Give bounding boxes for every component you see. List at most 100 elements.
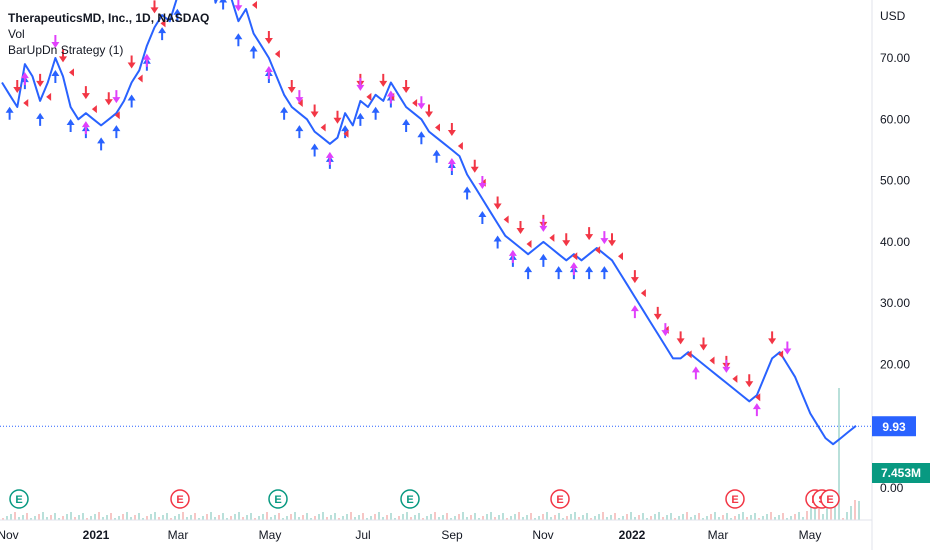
volume-bar: [18, 517, 20, 520]
volume-bar: [442, 515, 444, 520]
volume-bar: [730, 518, 732, 520]
y-tick-label: 30.00: [880, 296, 910, 310]
volume-bar: [770, 512, 772, 520]
volume-bar: [138, 513, 140, 520]
volume-bar: [498, 515, 500, 520]
volume-bar: [590, 518, 592, 520]
strategy-legend[interactable]: BarUpDn Strategy (1): [8, 43, 124, 57]
volume-bar: [698, 513, 700, 520]
volume-bar: [342, 516, 344, 520]
down-arrow-icon: [287, 80, 296, 94]
last-price-label: 9.93: [882, 420, 906, 434]
down-arrow-icon: [608, 233, 616, 247]
y-tick-label: 20.00: [880, 358, 910, 372]
symbol-title[interactable]: TherapeuticsMD, Inc., 1D, NASDAQ: [8, 11, 210, 25]
price-axis[interactable]: USD 70.00 60.00 50.00 40.00 30.00 20.00 0.00: [871, 0, 910, 550]
up-arrow-icon: [5, 106, 14, 120]
volume-legend[interactable]: Vol: [8, 27, 25, 41]
up-arrow-icon: [36, 112, 45, 126]
volume-bar: [570, 514, 572, 520]
volume-bar: [38, 514, 40, 520]
volume-bar: [830, 509, 832, 520]
volume-bar: [822, 514, 824, 520]
down-arrow-icon: [653, 306, 662, 320]
volume-bar: [482, 516, 484, 520]
up-arrow-icon: [585, 266, 594, 280]
down-arrow-icon: [562, 233, 571, 247]
volume-bar: [270, 517, 272, 520]
earnings-badge-icon: [725, 489, 745, 509]
down-arrow-icon: [310, 104, 319, 118]
up-arrow-icon: [524, 266, 533, 280]
volume-bar: [606, 517, 608, 520]
volume-bar: [318, 514, 320, 520]
volume-bar: [454, 516, 456, 520]
volume-bar: [694, 515, 696, 520]
volume-bar: [666, 515, 668, 520]
up-arrow-icon: [386, 90, 395, 104]
volume-bar: [742, 512, 744, 520]
volume-bar: [514, 514, 516, 520]
left-triangle-icon: [686, 350, 692, 359]
volume-bar: [470, 515, 472, 520]
left-triangle-icon: [755, 393, 761, 402]
volume-bar: [374, 514, 376, 520]
currency-label: USD: [880, 9, 906, 23]
volume-bar: [438, 517, 440, 520]
volume-bar: [786, 518, 788, 520]
left-triangle-icon: [23, 99, 29, 108]
up-arrow-icon: [447, 157, 456, 171]
left-triangle-icon: [46, 92, 52, 101]
strategy-markers: [5, 0, 792, 417]
down-arrow-icon: [722, 359, 731, 373]
volume-bar: [154, 512, 156, 520]
volume-bar: [10, 514, 12, 520]
x-tick-label: May: [259, 528, 282, 542]
earnings-markers[interactable]: EEEEEEESE: [9, 489, 840, 509]
left-triangle-icon: [549, 233, 555, 242]
volume-bar: [598, 514, 600, 520]
volume-bar: [338, 518, 340, 520]
volume-bar: [466, 517, 468, 520]
last-volume-badge: [872, 463, 930, 483]
volume-bar: [278, 513, 280, 520]
volume-bar: [110, 513, 112, 520]
volume-bar: [354, 517, 356, 520]
volume-bar: [738, 514, 740, 520]
up-arrow-icon: [691, 366, 700, 380]
x-tick-label: May: [799, 528, 822, 542]
volume-bar: [294, 512, 296, 520]
volume-bar: [94, 514, 96, 520]
volume-bar: [706, 516, 708, 520]
down-arrow-icon: [630, 270, 639, 284]
left-triangle-icon: [503, 215, 509, 224]
volume-bar: [290, 514, 292, 520]
down-arrow-icon: [676, 331, 685, 345]
volume-bar: [646, 518, 648, 520]
volume-bar: [210, 512, 212, 520]
volume-bar: [486, 514, 488, 520]
volume-bar: [674, 518, 676, 520]
volume-bar: [206, 514, 208, 520]
left-triangle-icon: [526, 240, 532, 249]
volume-bar: [614, 513, 616, 520]
volume-bar: [238, 512, 240, 520]
volume-bar: [586, 513, 588, 520]
volume-bar: [30, 518, 32, 520]
time-axis[interactable]: Nov 2021 Mar May Jul Sep Nov 2022 Mar May: [0, 519, 872, 542]
up-arrow-icon: [508, 249, 517, 263]
down-arrow-icon: [234, 0, 243, 12]
volume-bar: [626, 514, 628, 520]
volume-bar: [630, 512, 632, 520]
up-arrow-icon: [341, 125, 350, 139]
up-arrow-icon: [356, 112, 365, 126]
down-arrow-icon: [600, 231, 609, 245]
earnings-badge-icon: [170, 489, 190, 509]
volume-bar: [114, 518, 116, 520]
volume-bar: [22, 515, 24, 520]
volume-bar: [762, 516, 764, 520]
volume-bar: [802, 517, 804, 520]
volume-bar: [550, 517, 552, 520]
volume-bar: [658, 512, 660, 520]
